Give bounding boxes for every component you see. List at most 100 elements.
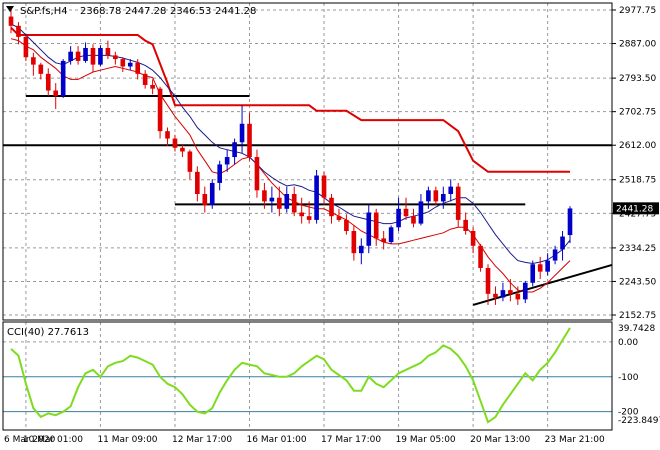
chart-header-high: 2447.28 <box>125 6 166 17</box>
time-label: 19 Mar 05:00 <box>396 435 456 445</box>
candle-body <box>98 47 103 65</box>
current-price-tag <box>613 202 659 215</box>
candle-body <box>23 36 29 58</box>
candle-body <box>515 293 521 300</box>
candle-body <box>224 157 230 165</box>
candle-body <box>217 164 223 183</box>
time-label: 16 Mar 01:00 <box>247 435 307 445</box>
cci-axis-label: -223.8497 <box>618 416 660 426</box>
candle-body <box>31 57 36 65</box>
candle-body <box>493 293 498 298</box>
candle-body <box>470 230 476 246</box>
time-label: 23 Mar 21:00 <box>545 435 605 445</box>
cci-axis-label: -100 <box>618 373 639 383</box>
time-label: 20 Mar 13:00 <box>470 435 530 445</box>
candle-body <box>277 197 282 209</box>
candle-body <box>418 201 424 224</box>
candle-body <box>433 190 439 202</box>
candle-body <box>522 282 528 300</box>
price-panel-border <box>2 2 613 321</box>
candle-body <box>165 131 170 139</box>
candle-body <box>560 236 565 250</box>
candle-body <box>135 62 141 74</box>
time-label: 12 Mar 17:00 <box>172 435 232 445</box>
candle-body <box>336 216 342 220</box>
price-label: 2793.50 <box>619 74 656 84</box>
candle-body <box>142 73 148 85</box>
chart-header-open: 2368.78 <box>80 6 121 17</box>
candle-body <box>552 249 558 261</box>
candle-body <box>381 238 386 243</box>
candle-body <box>239 123 245 143</box>
candle-body <box>396 208 401 228</box>
candle-body <box>157 88 163 132</box>
candle-body <box>53 90 59 97</box>
candle-body <box>284 194 290 209</box>
ma-fast-line <box>10 23 571 265</box>
cci-axis-label: -200 <box>618 408 639 418</box>
candle-body <box>500 290 506 298</box>
ma-slow-line <box>10 38 571 293</box>
candle-body <box>537 264 543 272</box>
candle-body <box>321 175 327 198</box>
candle-body <box>351 230 357 254</box>
candle-body <box>306 216 312 220</box>
candle-body <box>329 197 334 217</box>
price-label: 2702.75 <box>619 108 656 118</box>
candle-body <box>403 208 409 217</box>
cci-axis-label: 0.00 <box>618 338 638 348</box>
time-label: 6 Mar 2020 <box>4 435 56 445</box>
candle-body <box>172 138 178 148</box>
candle-body <box>291 194 297 213</box>
candle-body <box>508 290 513 294</box>
candle-body <box>411 216 416 224</box>
candle-body <box>485 267 491 294</box>
candle-body <box>90 47 96 65</box>
price-label: 2152.75 <box>619 311 656 321</box>
candle-body <box>269 197 275 202</box>
candle-body <box>463 219 468 231</box>
candle-body <box>180 147 185 152</box>
candle-body <box>105 47 111 56</box>
candle-body <box>202 194 208 206</box>
candle-body <box>440 194 446 202</box>
candle-body <box>344 219 349 231</box>
candle-body <box>455 186 461 220</box>
price-label: 2334.25 <box>619 244 656 254</box>
candle-body <box>373 212 379 239</box>
price-label: 2518.75 <box>619 176 656 186</box>
price-label: 2887.00 <box>619 40 656 50</box>
candle-body <box>388 227 394 243</box>
candle-body <box>299 212 304 217</box>
candle-body <box>545 260 550 272</box>
trendline <box>472 263 613 306</box>
candle-body <box>448 186 454 195</box>
candle-body <box>358 245 364 254</box>
candle-body <box>150 84 155 89</box>
price-label: 2977.75 <box>619 6 656 16</box>
moving-averages <box>10 23 571 293</box>
current-price-label: 2441.28 <box>616 204 653 214</box>
cci-axis-label: 39.7428 <box>618 324 655 334</box>
candle-body <box>209 182 215 206</box>
price-label: 2427.75 <box>619 209 656 219</box>
chart-header-close: 2441.28 <box>215 6 256 17</box>
cci-panel <box>3 327 612 424</box>
candle-body <box>16 25 21 37</box>
candle-body <box>83 47 88 61</box>
candle-body <box>530 264 536 283</box>
chart-header-low: 2346.53 <box>170 6 211 17</box>
price-label: 2612.00 <box>619 141 656 151</box>
chart-header-symbol: S&P.fs,H4 <box>20 6 68 17</box>
candle-body <box>254 157 260 191</box>
candle-body <box>262 190 267 202</box>
cci-panel-border <box>2 321 613 431</box>
candle-body <box>113 55 118 60</box>
candle-body <box>120 59 126 67</box>
candle-body <box>195 171 200 195</box>
candle-body <box>187 151 193 172</box>
candle-body <box>232 142 237 158</box>
candle-body <box>75 51 81 61</box>
